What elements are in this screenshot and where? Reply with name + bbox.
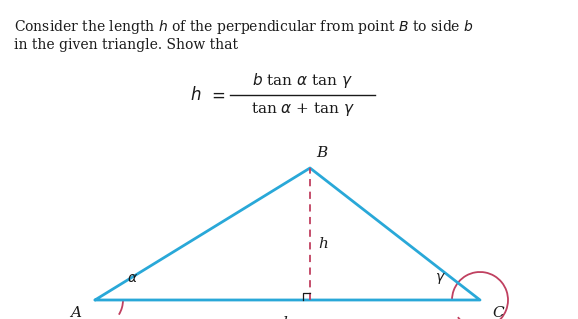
Text: in the given triangle. Show that: in the given triangle. Show that	[14, 38, 238, 52]
Text: b: b	[283, 316, 292, 319]
Text: tan $\alpha$ + tan $\gamma$: tan $\alpha$ + tan $\gamma$	[250, 100, 354, 118]
Text: C: C	[492, 306, 503, 319]
Text: A: A	[70, 306, 81, 319]
Text: $b$ tan $\alpha$ tan $\gamma$: $b$ tan $\alpha$ tan $\gamma$	[252, 71, 353, 91]
Text: h: h	[318, 237, 328, 251]
Text: $\gamma$: $\gamma$	[435, 271, 446, 286]
Text: Consider the length $h$ of the perpendicular from point $B$ to side $b$: Consider the length $h$ of the perpendic…	[14, 18, 473, 36]
Text: B: B	[316, 146, 327, 160]
Text: $\alpha$: $\alpha$	[127, 271, 138, 285]
Text: $h$: $h$	[190, 86, 201, 104]
Text: $=$: $=$	[208, 86, 225, 103]
